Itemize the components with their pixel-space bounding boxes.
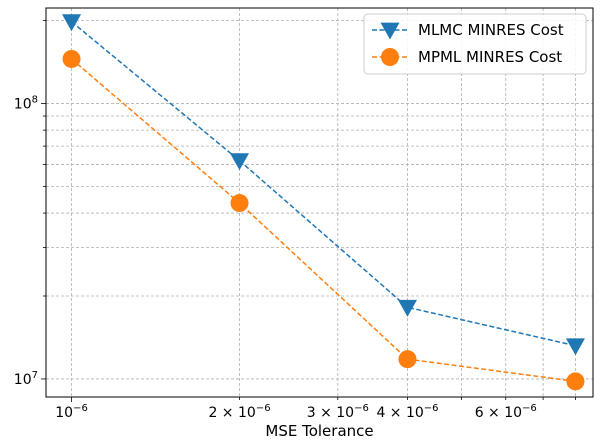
y-tick-label: 107 xyxy=(14,370,38,388)
legend-marker xyxy=(381,48,399,66)
ticks: 10−6 2 × 10−6 3 × 10−6 4 × 10−6 6 × 10−6 107 1… xyxy=(14,20,576,421)
legend-marker xyxy=(380,22,400,40)
series-1-point xyxy=(397,299,417,317)
series-1-point xyxy=(565,338,585,356)
x-tick-label: 4 × 10−6 xyxy=(376,403,438,421)
series-1-point xyxy=(230,153,250,171)
plot-frame xyxy=(45,7,594,398)
y-tick-label: 108 xyxy=(14,94,38,112)
series-line-1 xyxy=(71,21,576,347)
legend-box xyxy=(363,13,587,75)
x-axis-label: MSE Tolerance xyxy=(265,422,373,440)
series-1-point xyxy=(62,14,82,32)
series-layer xyxy=(62,14,585,391)
legend: MLMC MINRES Cost MPML MINRES Cost xyxy=(363,13,587,75)
series-2-point xyxy=(398,350,417,369)
series-2-point xyxy=(62,49,81,68)
series-2-point xyxy=(566,372,585,391)
x-tick-label: 10−6 xyxy=(55,403,88,421)
series-2-point xyxy=(230,194,249,213)
series-line-2 xyxy=(71,58,576,383)
x-tick-label: 6 × 10−6 xyxy=(475,403,537,421)
x-tick-label: 3 × 10−6 xyxy=(307,403,369,421)
x-tick-label: 2 × 10−6 xyxy=(208,403,270,421)
legend-label: MLMC MINRES Cost xyxy=(418,21,564,39)
legend-label: MPML MINRES Cost xyxy=(418,48,562,66)
